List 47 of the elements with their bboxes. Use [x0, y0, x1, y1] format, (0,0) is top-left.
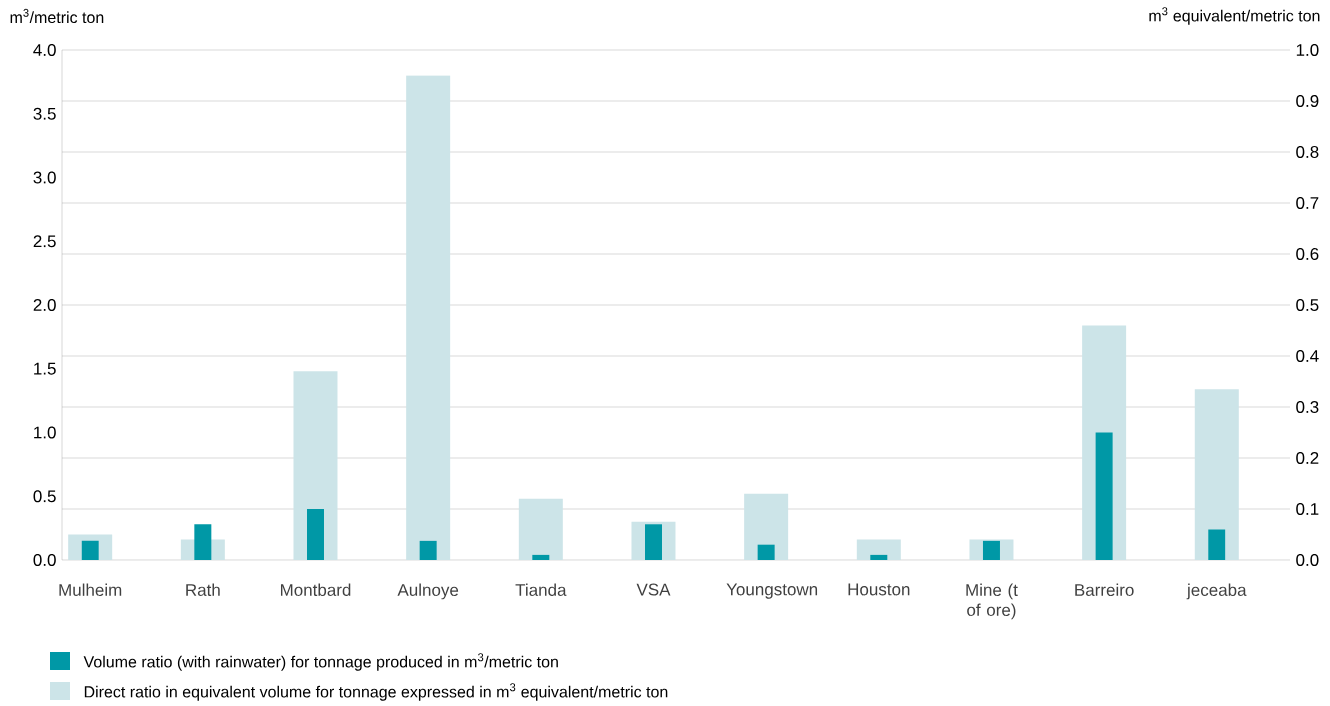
- x-tick-label: Mine (t of ore): [966, 583, 1018, 620]
- y2-tick-label: 0.6: [1296, 247, 1319, 261]
- bar: [1095, 432, 1113, 560]
- x-tick-label: Mulheim: [59, 583, 122, 597]
- x-tick-label: Aulnoye: [397, 583, 459, 600]
- y2-tick-label: 0.9: [1296, 94, 1319, 108]
- bar: [532, 554, 550, 560]
- bar: [406, 75, 451, 560]
- y-tick-label: 3.0: [33, 171, 56, 184]
- x-tick-label: VSA: [636, 583, 671, 596]
- y2-tick-label: 0.7: [1296, 196, 1319, 210]
- bar: [518, 498, 563, 560]
- y2-tick-label: 0.0: [1296, 553, 1319, 567]
- y2-tick-label: 0.8: [1296, 145, 1319, 159]
- y2-tick-label: 0.4: [1296, 349, 1319, 363]
- y-tick-label: 3.5: [33, 107, 56, 120]
- x-tick-label: Rath: [186, 583, 220, 597]
- y-tick-label: 1.5: [34, 362, 56, 375]
- y2-axis-title: m$^{3}$ equivalent/metric ton: [1149, 7, 1320, 25]
- y2-tick-label: 1.0: [1296, 43, 1319, 57]
- y-tick-label: 1.0: [34, 426, 56, 439]
- x-tick-label: Barreiro: [1075, 583, 1134, 597]
- y2-tick-label: 0.2: [1296, 451, 1319, 465]
- bar: [419, 540, 437, 560]
- y2-tick-label: 0.1: [1296, 502, 1319, 516]
- bar: [1194, 389, 1239, 560]
- x-tick-label: Tianda: [515, 583, 567, 597]
- x-tick-label: Montbard: [280, 583, 351, 597]
- bar: [870, 554, 888, 560]
- x-tick-label: Youngstown: [726, 583, 818, 599]
- legend-label: Direct ratio in equivalent volume for tonnage expressed in m$^{3}$ equivalent/metric ton: [84, 683, 668, 701]
- y2-tick-label: 0.3: [1296, 400, 1319, 414]
- bar: [307, 508, 324, 560]
- legend-label: Volume ratio (with rainwater) for tonnage produced in m$^{3}$/metric ton: [83, 653, 558, 671]
- y-tick-label: 2.0: [33, 298, 56, 312]
- x-tick-label: jeceaba: [1186, 583, 1247, 600]
- y-tick-label: 4.0: [33, 43, 56, 57]
- bar: [757, 544, 775, 560]
- y-axis-title: m$^{3}$/metric ton: [10, 8, 104, 24]
- y2-tick-label: 0.5: [1296, 298, 1319, 312]
- bar: [744, 493, 789, 560]
- y-tick-label: 0.0: [33, 553, 56, 567]
- bar: [1208, 529, 1226, 560]
- y-tick-label: 0.5: [33, 490, 56, 503]
- y-tick-label: 2.5: [33, 235, 56, 248]
- bar: [856, 539, 901, 560]
- x-tick-label: Houston: [848, 583, 910, 596]
